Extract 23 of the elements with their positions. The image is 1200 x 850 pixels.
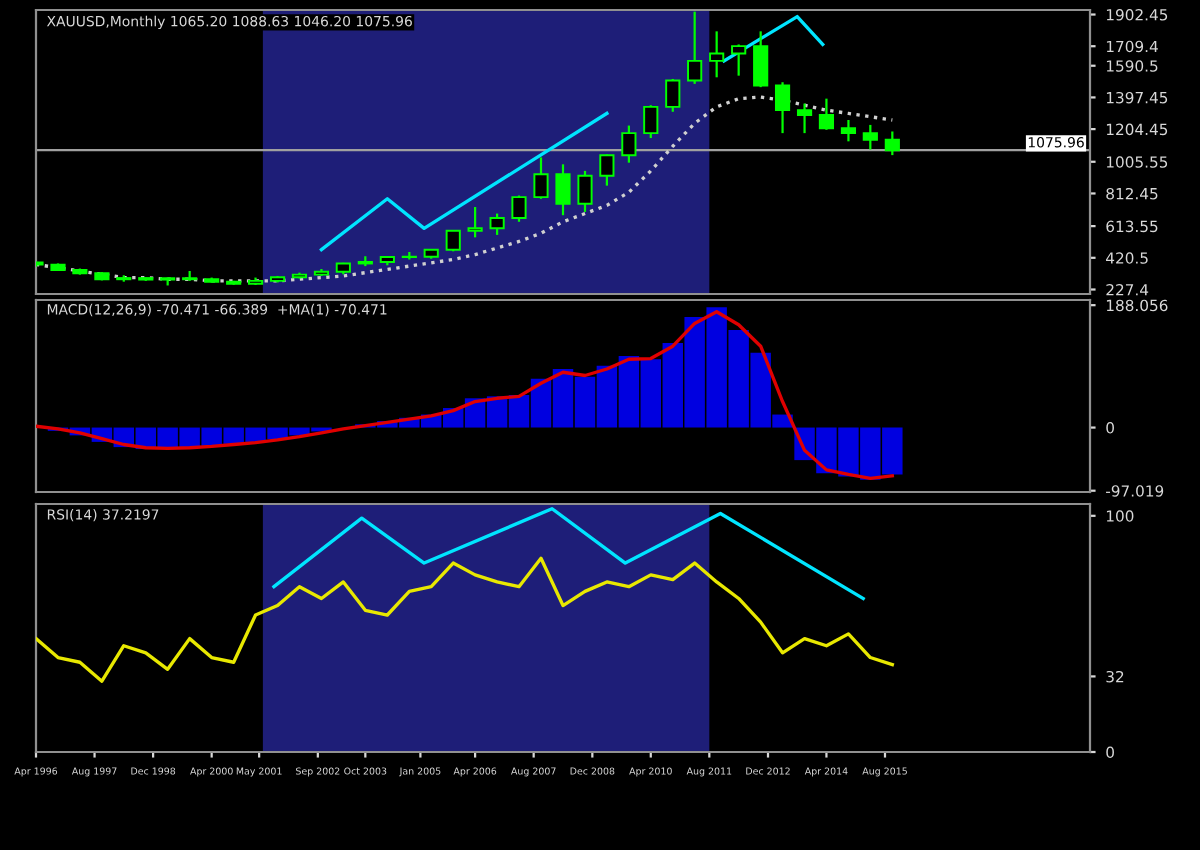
- candlestick: [796, 102, 813, 135]
- candlestick: [840, 118, 857, 143]
- candlestick: [577, 169, 593, 214]
- candlestick: [665, 77, 681, 113]
- candlestick: [511, 194, 527, 223]
- candlestick: [709, 30, 725, 79]
- candlestick: [555, 163, 571, 217]
- line-series: [319, 111, 609, 252]
- candlestick: [774, 81, 791, 135]
- candlestick: [753, 30, 769, 89]
- line-series: [272, 507, 865, 601]
- candlestick: [643, 104, 659, 140]
- line-series: [36, 556, 894, 683]
- candlestick: [489, 212, 505, 237]
- candlestick: [731, 43, 747, 77]
- candlestick: [818, 97, 835, 131]
- candlestick: [599, 153, 615, 187]
- candlestick: [687, 10, 703, 85]
- candlestick: [884, 130, 900, 157]
- candlestick: [533, 156, 549, 200]
- candlestick: [862, 123, 878, 151]
- candlestick: [467, 205, 483, 239]
- candlestick: [621, 124, 637, 164]
